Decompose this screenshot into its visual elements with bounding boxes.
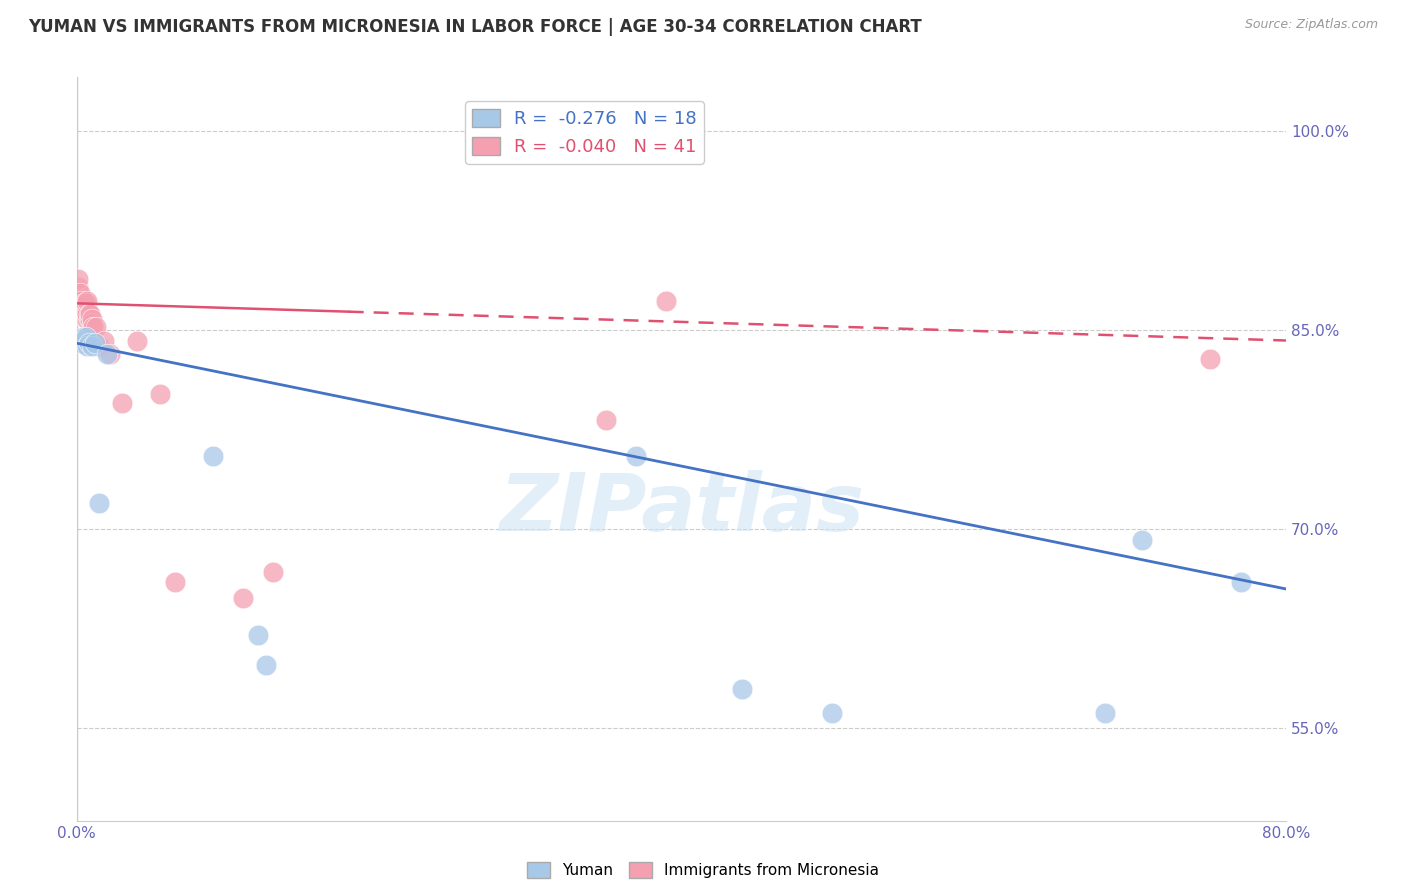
Point [75, 329, 97, 343]
Point [69, 293, 91, 307]
Point [125, 334, 148, 348]
Point [1199, 352, 1222, 367]
Point [73, 296, 96, 310]
Point [111, 396, 134, 410]
Point [80, 316, 103, 330]
Point [89, 339, 111, 353]
Point [75, 296, 97, 310]
Point [1229, 575, 1251, 590]
Point [70, 336, 93, 351]
Point [1094, 706, 1116, 720]
Point [76, 293, 98, 308]
Point [69, 285, 91, 300]
Point [76, 312, 98, 326]
Point [75, 307, 97, 321]
Point [80, 339, 103, 353]
Point [624, 449, 647, 463]
Point [76, 307, 98, 321]
Point [70, 293, 93, 308]
Point [83, 336, 105, 351]
Point [67, 285, 90, 300]
Point [72, 307, 94, 321]
Point [96, 347, 118, 361]
Point [149, 386, 172, 401]
Text: ZIPatlas: ZIPatlas [499, 470, 863, 548]
Point [77, 336, 100, 351]
Text: YUMAN VS IMMIGRANTS FROM MICRONESIA IN LABOR FORCE | AGE 30-34 CORRELATION CHART: YUMAN VS IMMIGRANTS FROM MICRONESIA IN L… [28, 18, 922, 36]
Point [93, 334, 115, 348]
Point [75, 312, 97, 326]
Point [67, 280, 90, 294]
Point [201, 449, 224, 463]
Point [73, 310, 96, 324]
Point [232, 591, 254, 606]
Point [821, 706, 844, 720]
Point [83, 336, 105, 351]
Point [262, 565, 284, 579]
Point [70, 299, 93, 313]
Point [79, 307, 101, 321]
Point [80, 312, 103, 326]
Point [67, 272, 90, 286]
Point [82, 320, 104, 334]
Point [254, 657, 277, 672]
Point [731, 681, 754, 696]
Point [1130, 533, 1153, 547]
Point [655, 293, 678, 308]
Point [77, 312, 100, 326]
Point [69, 299, 91, 313]
Point [77, 307, 100, 321]
Point [89, 495, 111, 509]
Legend: Yuman, Immigrants from Micronesia: Yuman, Immigrants from Micronesia [522, 856, 884, 884]
Text: Source: ZipAtlas.com: Source: ZipAtlas.com [1244, 18, 1378, 31]
Point [98, 347, 121, 361]
Point [72, 329, 94, 343]
Point [72, 299, 94, 313]
Point [163, 575, 186, 590]
Point [70, 307, 93, 321]
Point [73, 302, 96, 317]
Point [595, 413, 617, 427]
Point [76, 339, 98, 353]
Point [84, 320, 107, 334]
Legend: R =  -0.276   N = 18, R =  -0.040   N = 41: R = -0.276 N = 18, R = -0.040 N = 41 [465, 102, 704, 163]
Point [79, 312, 101, 326]
Point [246, 628, 269, 642]
